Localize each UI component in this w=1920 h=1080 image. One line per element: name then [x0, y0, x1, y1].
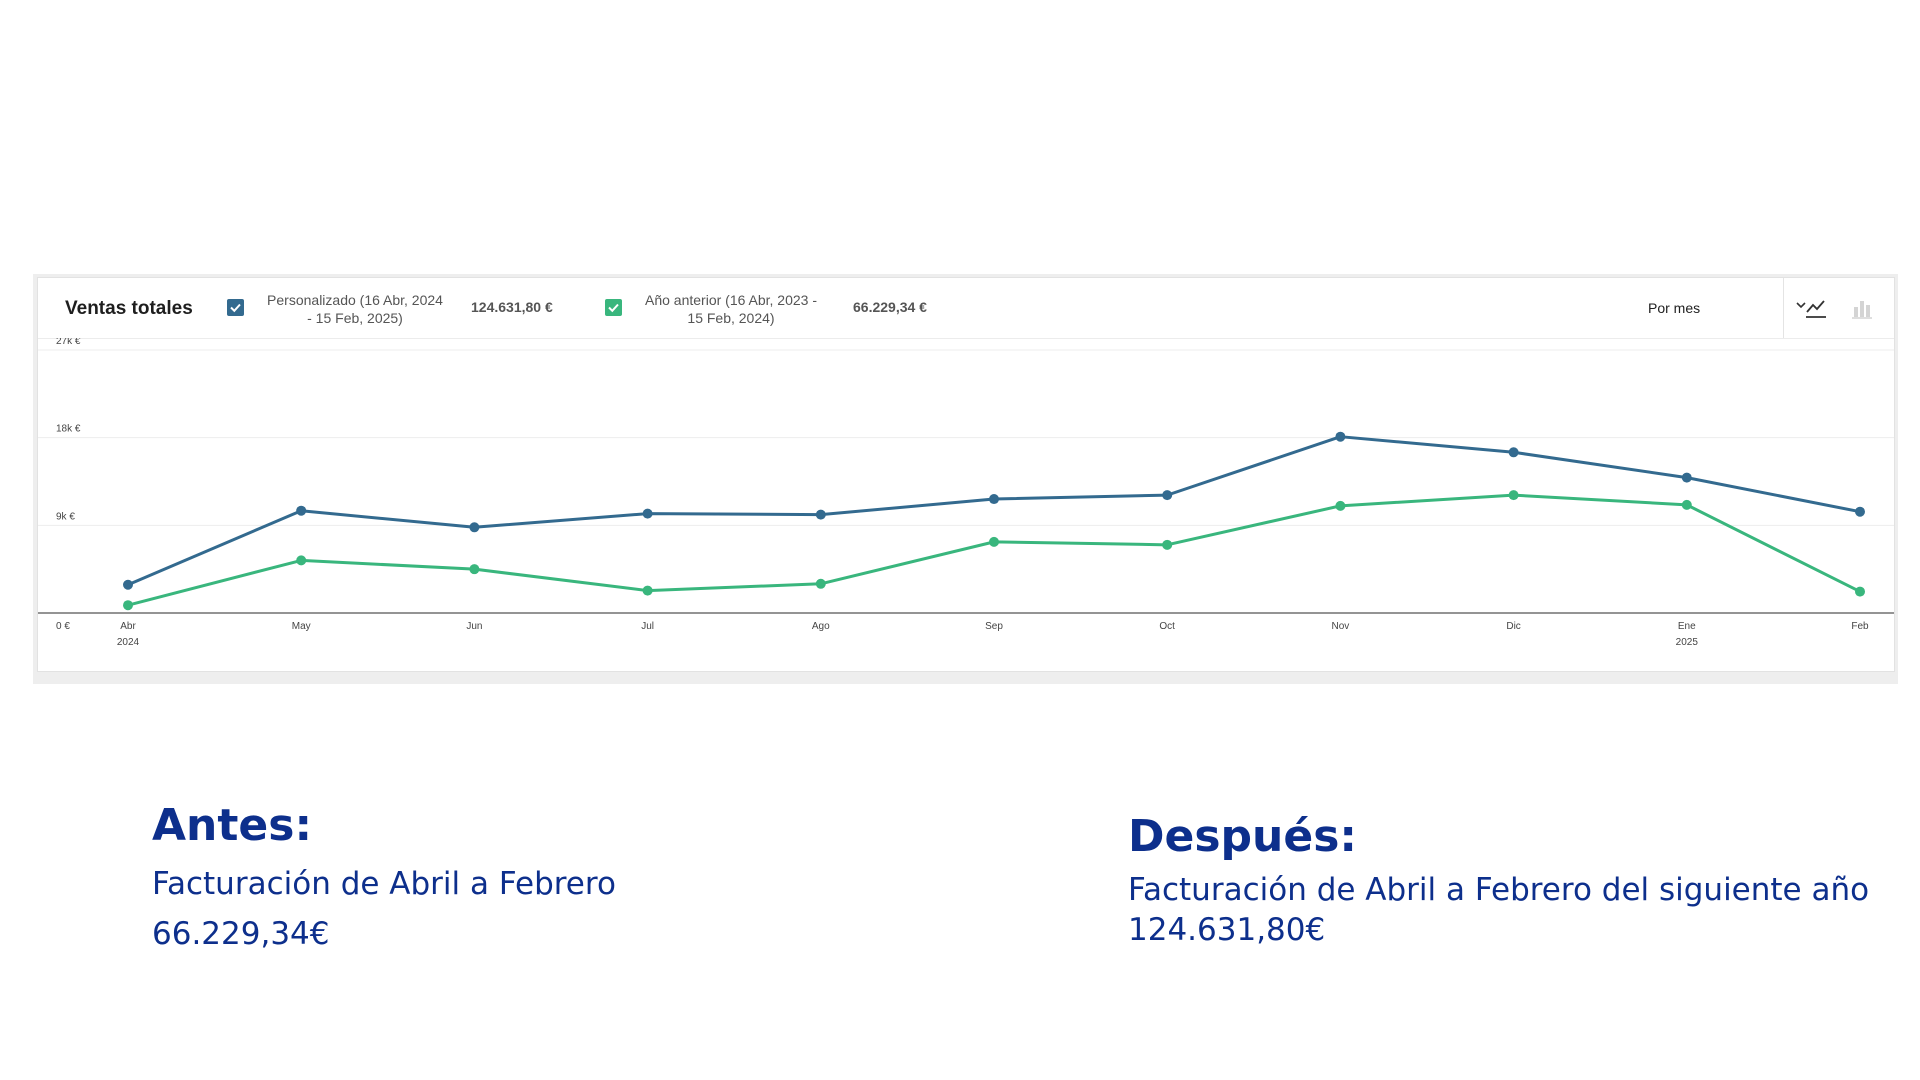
x-tick-label: Sep	[985, 621, 1003, 632]
x-tick-label: Ago	[812, 621, 830, 632]
series1-total: 124.631,80 €	[471, 299, 553, 315]
x-tick-label: May	[292, 621, 311, 632]
series-1-point	[1681, 472, 1692, 483]
x-tick-label: Nov	[1332, 621, 1350, 632]
x-tick-label: Abr	[120, 621, 136, 632]
view-divider	[1783, 278, 1784, 338]
period-select[interactable]: Por mes	[1648, 296, 1808, 322]
series-2-point	[1855, 586, 1865, 597]
chart-title: Ventas totales	[65, 298, 193, 319]
y-tick-label: 18k €	[56, 424, 81, 435]
series-2-point	[123, 600, 133, 611]
series-2-point	[1162, 539, 1173, 550]
series-2-point	[469, 564, 480, 575]
before-title: Antes:	[152, 800, 313, 851]
x-tick-sublabel: 2024	[117, 637, 140, 648]
series2-legend-label: Año anterior (16 Abr, 2023 - 15 Feb, 202…	[645, 292, 817, 326]
y-tick-label: 27k €	[56, 338, 81, 347]
series-1-point	[989, 494, 999, 505]
before-description: Facturación de Abril a Febrero	[152, 866, 616, 902]
chevron-down-icon	[1794, 298, 1808, 315]
after-description: Facturación de Abril a Febrero del sigui…	[1128, 872, 1870, 908]
x-tick-label: Jul	[641, 621, 654, 632]
x-tick-label: Ene	[1678, 621, 1696, 632]
series-2-point	[296, 555, 307, 566]
series-2-point	[989, 536, 999, 547]
x-tick-label: Jun	[466, 621, 482, 632]
series-2-point	[1681, 499, 1692, 510]
series1-checkbox-icon[interactable]	[227, 299, 244, 316]
before-amount: 66.229,34€	[152, 916, 330, 952]
y-tick-label: 0 €	[56, 621, 70, 632]
period-select-label: Por mes	[1648, 300, 1701, 316]
x-tick-label: Feb	[1851, 621, 1869, 632]
series-1-point	[123, 579, 133, 590]
after-caption: Después: Facturación de Abril a Febrero …	[1128, 811, 1869, 950]
series-1-point	[1855, 506, 1865, 517]
line-chart: 0 € 9k € 18k € 27k € Abr 2024 May Jun Jul Ago Sep O…	[38, 338, 1894, 648]
series-1-point	[296, 505, 307, 516]
series-line-2	[127, 493, 1861, 607]
series-2-point	[815, 578, 826, 589]
x-tick-label: Dic	[1506, 621, 1520, 632]
bar-chart-icon[interactable]	[1850, 296, 1874, 320]
chart-header: Ventas totales Personalizado (16 Abr, 20…	[38, 278, 1894, 339]
series-2-point	[1508, 490, 1519, 501]
series-1-point	[1162, 490, 1173, 501]
sales-chart-card: Ventas totales Personalizado (16 Abr, 20…	[37, 277, 1895, 672]
series2-checkbox-icon[interactable]	[605, 299, 622, 316]
series-1-point	[815, 509, 826, 520]
series-2-point	[1335, 500, 1346, 511]
series1-legend-label: Personalizado (16 Abr, 2024 - 15 Feb, 20…	[267, 292, 443, 326]
y-tick-label: 9k €	[56, 511, 75, 522]
series-2-point	[642, 585, 653, 596]
series-1-point	[1508, 447, 1519, 458]
x-tick-label: Oct	[1159, 621, 1175, 632]
series-line-1	[127, 435, 1861, 587]
series-1-point	[469, 522, 480, 533]
series-1-point	[642, 508, 653, 519]
series2-total: 66.229,34 €	[853, 299, 927, 315]
before-caption: Antes: Facturación de Abril a Febrero 66…	[152, 800, 616, 959]
series-1-point	[1335, 431, 1346, 442]
after-amount: 124.631,80€	[1128, 912, 1326, 948]
x-tick-sublabel: 2025	[1676, 637, 1699, 648]
after-title: Después:	[1128, 811, 1358, 862]
line-chart-icon[interactable]	[1804, 296, 1828, 320]
